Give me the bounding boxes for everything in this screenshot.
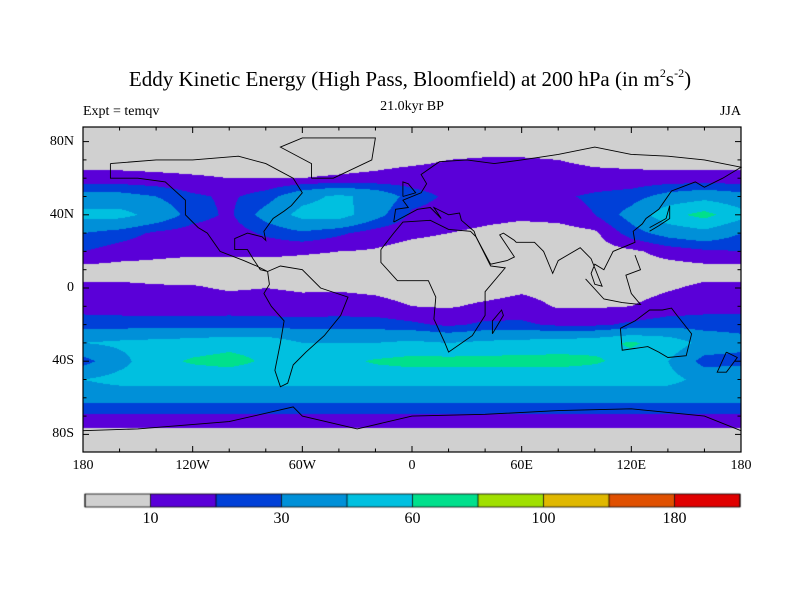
title-text-end: ) [684,67,692,91]
lon-tick-label: 0 [408,458,416,473]
coastline-new-zealand [716,351,738,373]
season-label: JJA [719,104,741,119]
lat-tick-label: 40N [49,206,74,222]
coastline-australia [619,307,693,358]
lon-tick-label: 180 [72,458,94,473]
plot-title: Eddy Kinetic Energy (High Pass, Bloomfie… [0,66,800,92]
lat-tick-label: 40S [52,353,74,369]
lat-tick-label: 80S [52,426,74,442]
title-text-units: s [665,67,675,91]
coastline-africa [380,219,507,353]
colorbar-label: 100 [531,510,556,527]
colorbar-label: 10 [142,510,159,527]
coastline-japan [649,205,671,232]
coastline-south-america [263,265,349,388]
coastline-greenland [279,137,376,179]
lon-tick-label: 120E [616,458,647,473]
lat-tick-label: 0 [67,280,74,295]
title-text: Eddy Kinetic Energy (High Pass, Bloomfie… [128,67,660,91]
experiment-label: Expt = temqv [83,104,160,119]
lon-tick-label: 60E [510,458,533,473]
title-superscript: -2 [674,66,685,80]
map-frame [82,126,742,453]
coastline-antarctica [82,406,742,432]
coastline-north-america [109,155,303,272]
colorbar-label: 60 [404,510,421,527]
coastline-east-asia-islands [585,254,642,306]
lon-tick-label: 180 [730,458,752,473]
colorbar-label: 30 [273,510,290,527]
coastline-britain [402,181,417,197]
coastline-eurasia [393,146,743,287]
coastline-madagascar [491,309,504,335]
colorbar-label: 180 [662,510,687,527]
lon-tick-label: 60W [288,458,316,473]
lon-tick-label: 120W [175,458,210,473]
lat-tick-label: 80N [49,133,74,149]
